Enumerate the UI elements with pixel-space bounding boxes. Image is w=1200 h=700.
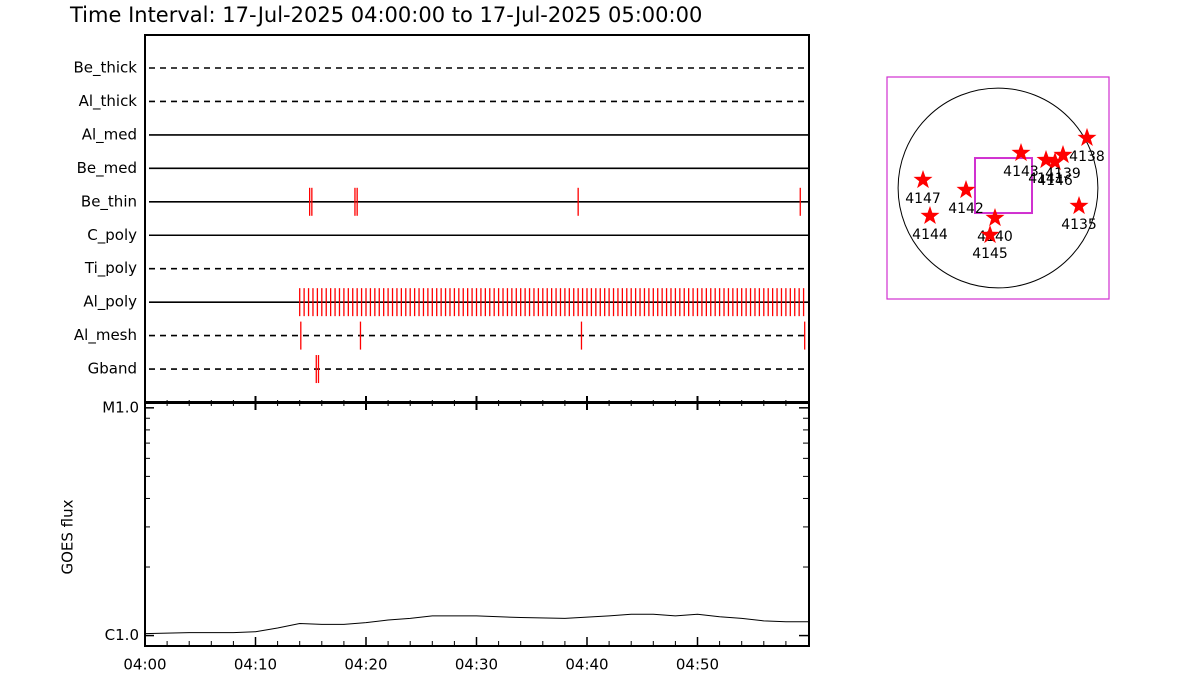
- active-region-star: [913, 170, 933, 189]
- active-region-star: [1077, 127, 1097, 146]
- x-tick-label: 04:00: [123, 656, 166, 674]
- active-region-star: [1053, 145, 1073, 164]
- active-region-star: [1069, 196, 1089, 215]
- y-tick-label: M1.0: [102, 398, 139, 416]
- active-region-star: [1045, 152, 1065, 171]
- chart-title: Time Interval: 17-Jul-2025 04:00:00 to 1…: [69, 3, 702, 27]
- panel-frame: [144, 402, 810, 647]
- active-region-label: 4138: [1069, 149, 1105, 165]
- x-tick-label: 04:10: [234, 656, 277, 674]
- active-region-label: 4140: [977, 229, 1013, 245]
- active-region-label: 4143: [1003, 164, 1039, 180]
- active-region-label: 4145: [972, 246, 1008, 262]
- x-tick-label: 04:20: [344, 656, 387, 674]
- goes-curve: [144, 613, 808, 635]
- filter-label: Al_med: [82, 125, 137, 144]
- active-region-label: 4146: [1037, 173, 1073, 189]
- fov-box: [973, 157, 1034, 215]
- filter-label: Al_poly: [83, 293, 137, 312]
- x-tick-label: 04:50: [676, 656, 719, 674]
- active-region-star: [980, 225, 1000, 244]
- active-region-label: 4141: [1028, 171, 1064, 187]
- active-region-label: 4135: [1061, 217, 1097, 233]
- filter-label: Be_med: [77, 159, 137, 178]
- filter-label: C_poly: [87, 226, 137, 245]
- active-region-star: [1011, 143, 1031, 162]
- y-tick-label: C1.0: [105, 626, 139, 644]
- filter-label: Ti_poly: [84, 259, 137, 278]
- active-region-label: 4147: [905, 191, 941, 207]
- filter-label: Al_mesh: [74, 326, 137, 345]
- x-tick-label: 04:30: [455, 656, 498, 674]
- active-region-star: [920, 206, 940, 224]
- filter-label: Al_thick: [79, 92, 138, 111]
- panel-frame: [144, 34, 810, 403]
- filter-label: Gband: [88, 360, 137, 378]
- y-axis-label: GOES flux: [59, 499, 77, 574]
- active-region-star: [985, 208, 1005, 227]
- active-region-label: 4139: [1045, 166, 1081, 182]
- x-tick-label: 04:40: [565, 656, 608, 674]
- active-region-star: [956, 180, 976, 199]
- active-region-label: 4142: [948, 201, 984, 217]
- active-region-label: 4144: [912, 227, 948, 243]
- map-frame: [886, 76, 1110, 300]
- filter-label: Be_thick: [73, 59, 137, 78]
- solar-limb: [897, 87, 1099, 289]
- filter-label: Be_thin: [81, 192, 137, 211]
